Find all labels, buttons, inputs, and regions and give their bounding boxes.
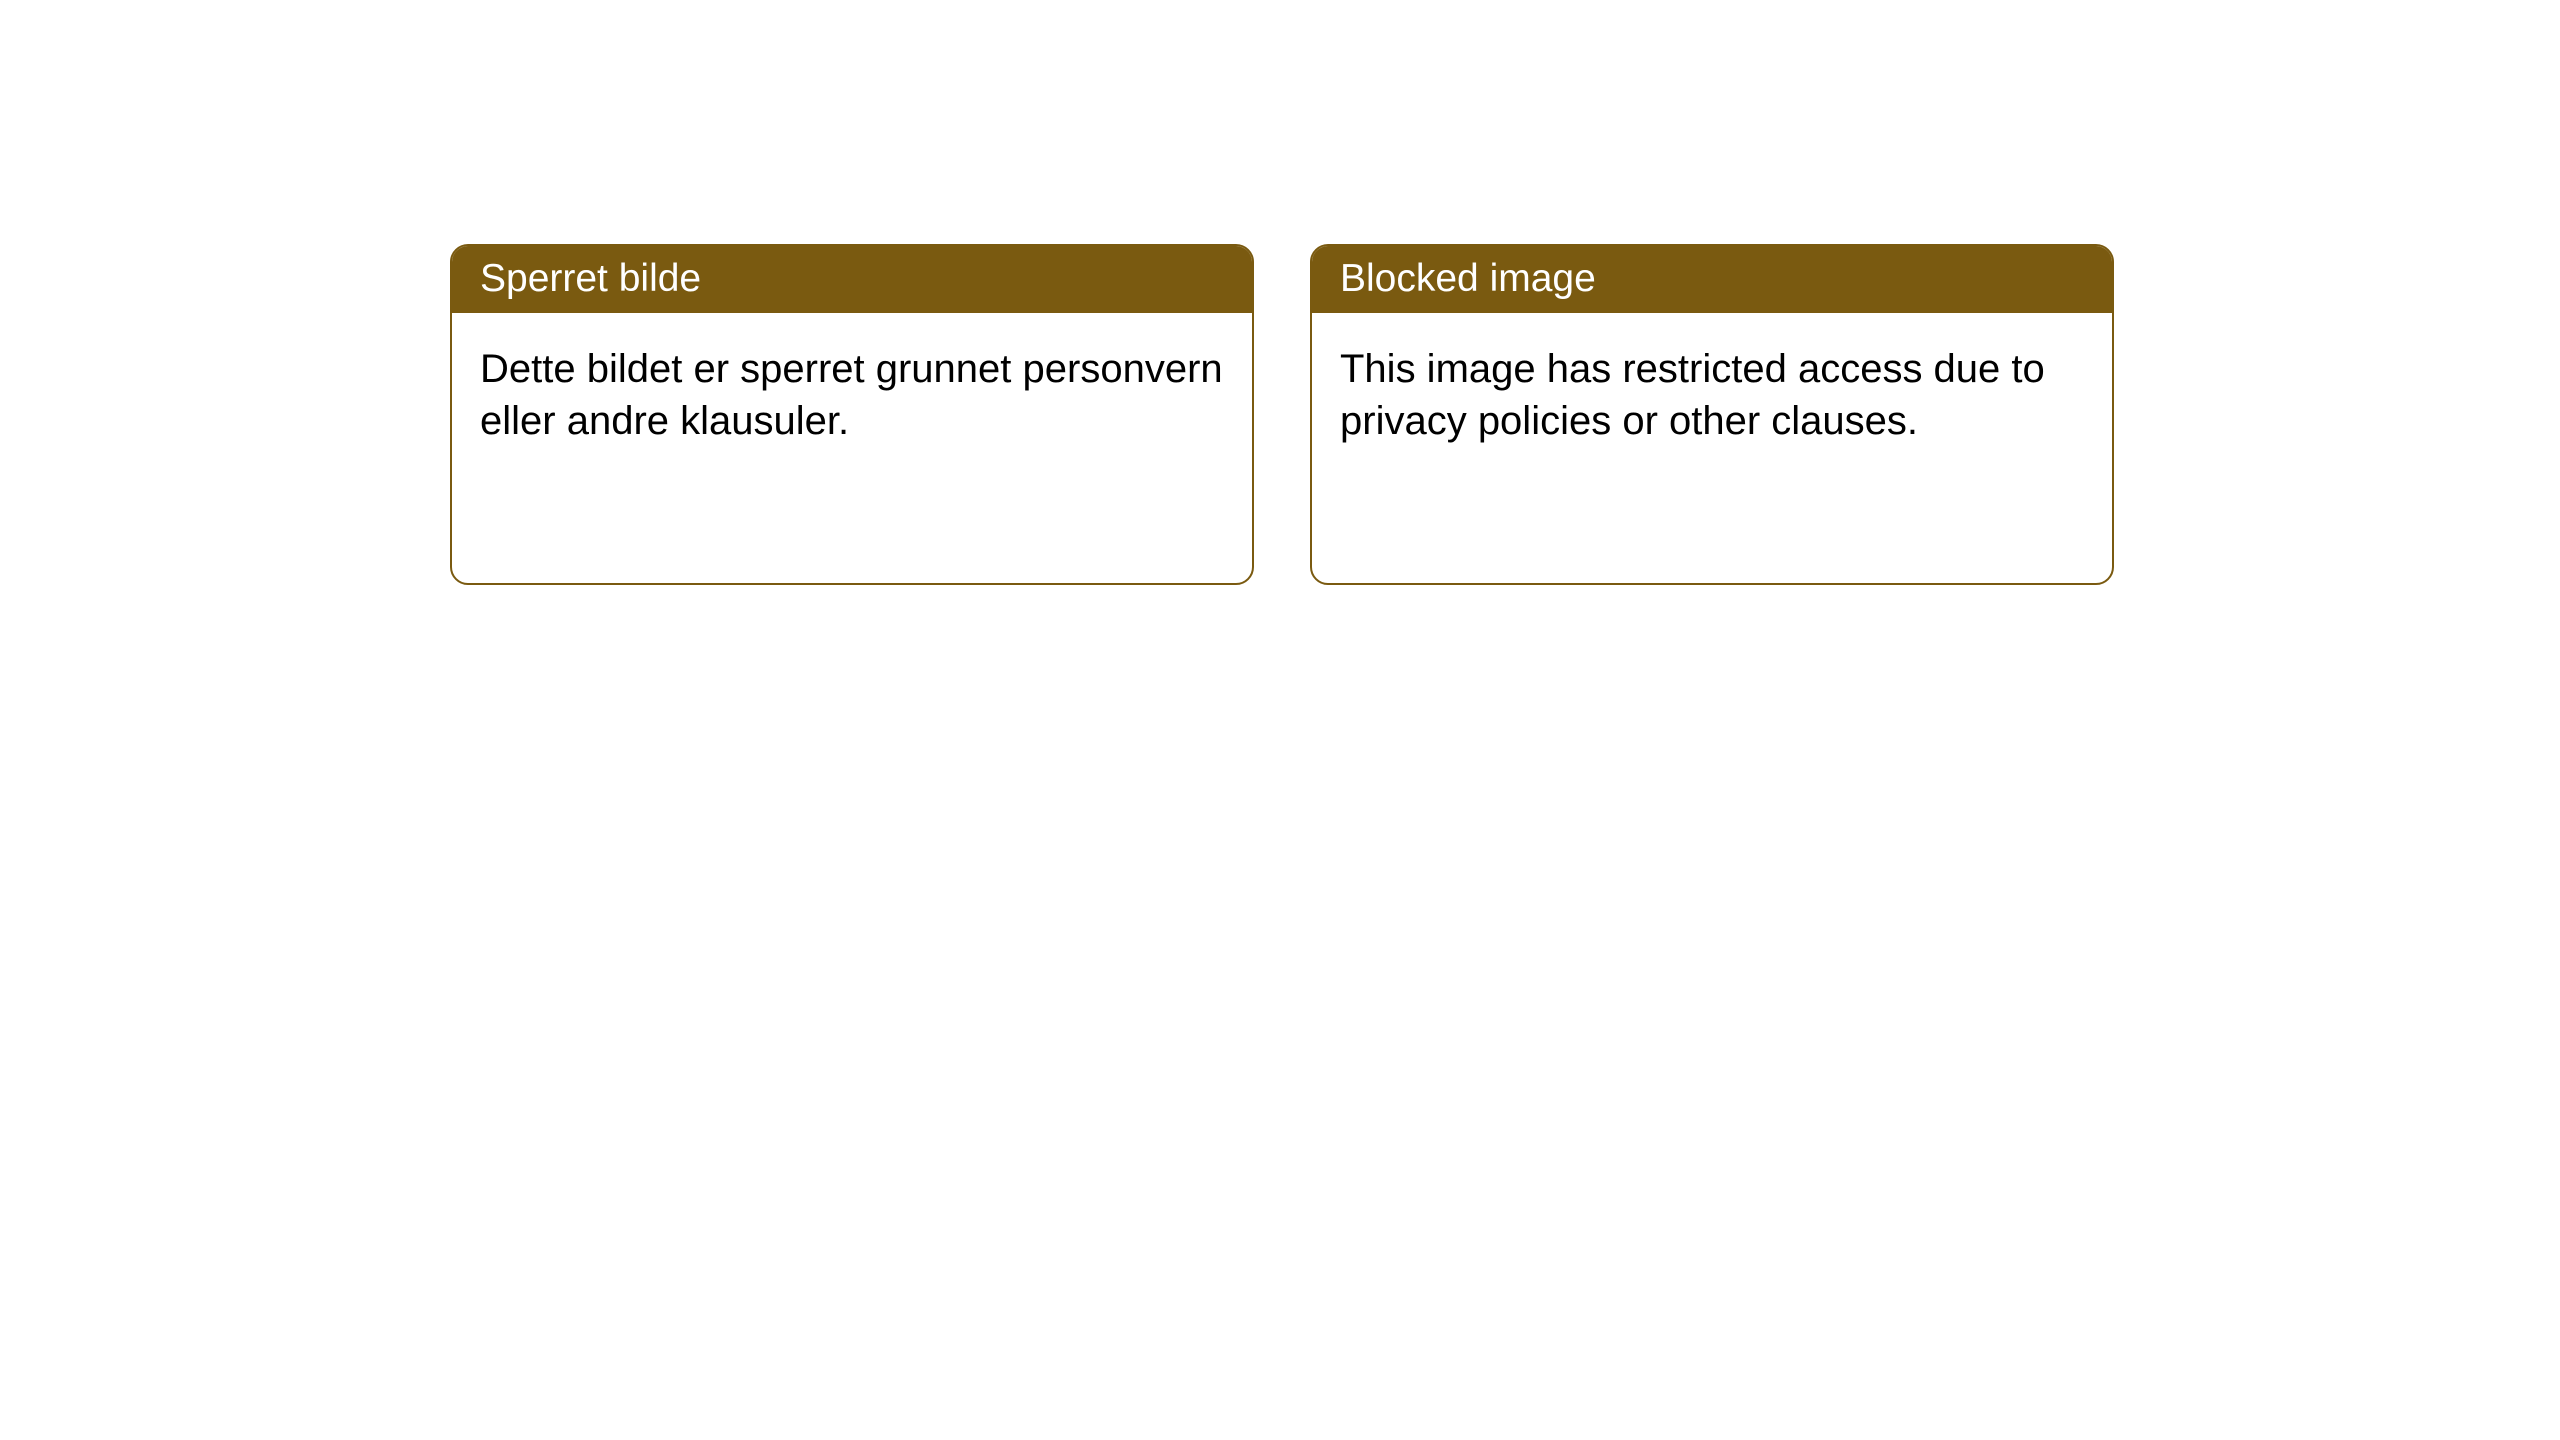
notice-header-english: Blocked image	[1312, 246, 2112, 313]
notice-body-english: This image has restricted access due to …	[1312, 313, 2112, 583]
notice-text-english: This image has restricted access due to …	[1340, 347, 2045, 443]
notice-container: Sperret bilde Dette bildet er sperret gr…	[450, 244, 2114, 585]
notice-title-english: Blocked image	[1340, 257, 1596, 300]
notice-title-norwegian: Sperret bilde	[480, 257, 701, 300]
notice-card-english: Blocked image This image has restricted …	[1310, 244, 2114, 585]
notice-body-norwegian: Dette bildet er sperret grunnet personve…	[452, 313, 1252, 583]
notice-text-norwegian: Dette bildet er sperret grunnet personve…	[480, 347, 1223, 443]
notice-card-norwegian: Sperret bilde Dette bildet er sperret gr…	[450, 244, 1254, 585]
notice-header-norwegian: Sperret bilde	[452, 246, 1252, 313]
